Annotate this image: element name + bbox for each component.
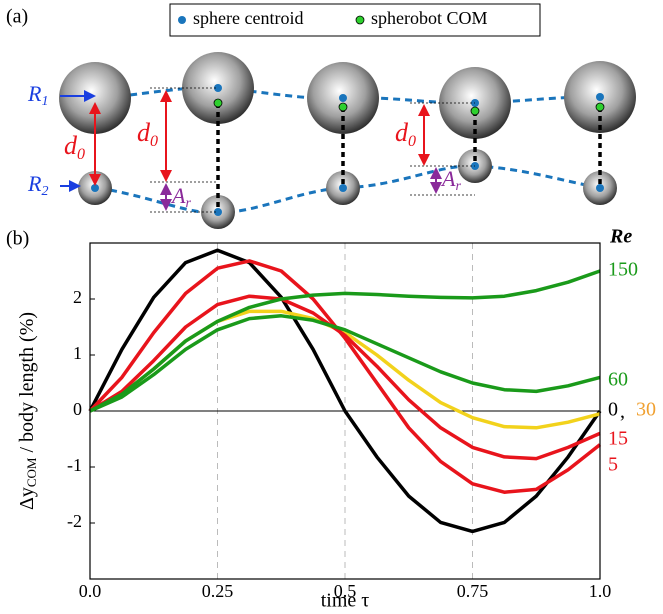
- x-tick-label: 0.25: [202, 581, 234, 601]
- x-axis-label: time τ: [321, 590, 370, 612]
- legend-separator: ,: [620, 401, 625, 423]
- series-line: [89, 294, 601, 461]
- y-tick-label: 0: [73, 399, 82, 419]
- series-line: [88, 259, 602, 494]
- legend-dot: [178, 16, 186, 24]
- legend-label: spherobot COM: [371, 8, 488, 28]
- plot-frame: [89, 242, 601, 580]
- d0-label: d0: [395, 118, 416, 150]
- legend-label: 150: [608, 259, 638, 281]
- centroids: [91, 84, 604, 216]
- chart: (b) Re time τ ΔyCOM / body length (%) 0.…: [6, 226, 656, 612]
- x-tick-label: 0.0: [79, 581, 102, 601]
- legend-label: sphere centroid: [193, 8, 303, 28]
- x-tick-label: 0.75: [457, 581, 489, 601]
- series-line: [89, 314, 601, 413]
- y-tick-label: -1: [67, 455, 82, 475]
- legend-label: 5: [608, 454, 618, 476]
- legend-dot: [355, 15, 365, 25]
- series-line: [89, 269, 601, 413]
- x-tick-label: 1.0: [589, 581, 612, 601]
- legend-label: 0: [608, 399, 618, 421]
- legend-box: [169, 3, 541, 37]
- y-tick-label: -2: [67, 511, 82, 531]
- r2-label: R2: [27, 171, 48, 199]
- panel-label: (a): [6, 6, 28, 28]
- guides: [150, 87, 475, 213]
- com: [213, 98, 605, 116]
- d0-label: d0: [64, 131, 85, 163]
- ar-label: Ar: [170, 183, 191, 211]
- r1-label: R1: [27, 81, 48, 109]
- legend-title: Re: [609, 226, 632, 248]
- y-tick-label: 2: [73, 287, 82, 307]
- panel-label: (b): [6, 228, 29, 250]
- y-axis-label: ΔyCOM / body length (%): [16, 312, 39, 510]
- x-tick-label: 0.5: [334, 581, 357, 601]
- ar-label: Ar: [440, 166, 461, 194]
- legend-label: 30: [636, 399, 656, 421]
- legend-label: 15: [608, 428, 628, 450]
- connectors: [216, 103, 602, 212]
- d0-label: d0: [137, 118, 158, 150]
- legend-label: 60: [608, 369, 628, 391]
- centroid-path: [109, 164, 601, 215]
- diagram: (a) sphere centroid spherobot COM: [6, 3, 636, 229]
- y-tick-label: 1: [73, 343, 82, 363]
- series-line: [88, 248, 602, 534]
